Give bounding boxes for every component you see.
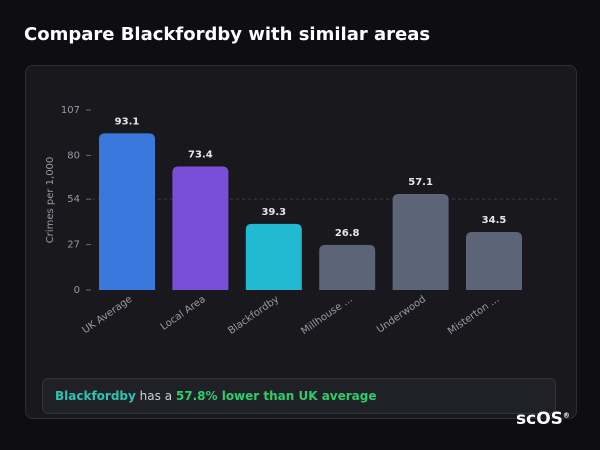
logo-mark: ® xyxy=(562,411,570,420)
callout-highlight: 57.8% lower than UK average xyxy=(175,389,377,403)
callout-area: Blackfordby xyxy=(55,389,136,403)
y-tick-label: 107 xyxy=(61,105,80,116)
logo: scOS® xyxy=(516,409,570,429)
logo-text: scOS xyxy=(516,409,563,429)
x-tick-label: Millhouse ... xyxy=(299,294,354,337)
callout-text: has a xyxy=(139,389,173,403)
x-tick-label: Misterton ... xyxy=(446,294,501,337)
value-label: 93.1 xyxy=(115,116,140,127)
bar xyxy=(319,244,376,290)
x-tick-label: Local Area xyxy=(159,294,208,333)
bar xyxy=(245,223,302,290)
x-tick-label: Blackfordby xyxy=(226,294,281,337)
value-label: 39.3 xyxy=(261,207,286,218)
y-axis-label: Crimes per 1,000 xyxy=(45,157,56,244)
y-tick-label: 54 xyxy=(67,194,80,205)
value-label: 57.1 xyxy=(408,177,433,188)
value-label: 73.4 xyxy=(188,150,213,161)
bar xyxy=(172,166,229,290)
x-tick-label: Underwood xyxy=(375,294,428,336)
y-tick-label: 0 xyxy=(74,285,80,296)
x-tick-label: UK Average xyxy=(81,294,135,336)
bar xyxy=(99,133,155,290)
y-tick-label: 27 xyxy=(67,240,80,251)
bar xyxy=(392,193,449,290)
callout: Blackfordby has a 57.8% lower than UK av… xyxy=(42,378,556,414)
page-title: Compare Blackfordby with similar areas xyxy=(24,24,431,45)
value-label: 34.5 xyxy=(482,215,507,226)
bar xyxy=(466,231,522,290)
y-tick-label: 80 xyxy=(67,150,80,161)
value-label: 26.8 xyxy=(335,228,360,239)
